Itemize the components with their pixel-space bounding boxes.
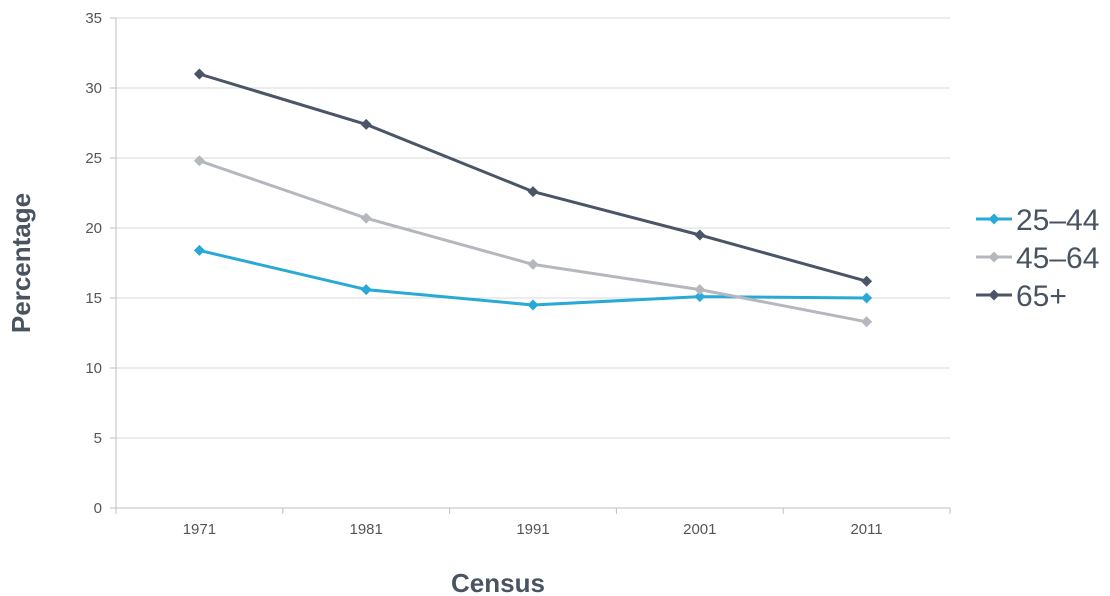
data-point-marker xyxy=(527,258,539,270)
legend-label: 25–44 xyxy=(1016,204,1099,237)
y-tick-label: 35 xyxy=(85,10,102,27)
data-point-marker xyxy=(694,284,706,296)
x-tick-label: 1981 xyxy=(350,521,383,538)
data-point-marker xyxy=(861,316,873,328)
y-tick-label: 30 xyxy=(85,80,102,97)
legend-marker xyxy=(988,289,1000,301)
y-tick-label: 25 xyxy=(85,150,102,167)
y-tick-label: 0 xyxy=(94,500,102,517)
x-tick-label: 1971 xyxy=(183,521,216,538)
axes xyxy=(110,17,951,514)
data-point-marker xyxy=(193,68,205,80)
legend: 25–44 45–64 65+ xyxy=(976,204,1099,313)
y-tick-label: 20 xyxy=(85,220,102,237)
data-point-marker xyxy=(360,284,372,296)
y-tick-label: 15 xyxy=(85,290,102,307)
series-line xyxy=(198,72,868,283)
y-tick-labels: 0 5 10 15 20 25 30 35 xyxy=(85,10,102,517)
legend-label: 45–64 xyxy=(1016,242,1099,275)
legend-marker xyxy=(988,251,1000,263)
data-point-marker xyxy=(360,212,372,224)
data-point-marker xyxy=(527,186,539,198)
series-lines xyxy=(193,68,873,328)
legend-label: 65+ xyxy=(1016,280,1067,313)
data-point-marker xyxy=(527,299,539,311)
y-tick-label: 10 xyxy=(85,360,102,377)
data-point-marker xyxy=(861,292,873,304)
x-tick-label: 2001 xyxy=(683,521,716,538)
data-point-marker xyxy=(694,229,706,241)
data-point-marker xyxy=(193,244,205,256)
data-point-marker xyxy=(861,275,873,287)
data-point-marker xyxy=(193,155,205,167)
legend-marker xyxy=(988,213,1000,225)
data-point-marker xyxy=(360,118,372,130)
x-tick-label: 1991 xyxy=(516,521,549,538)
x-axis-title: Census xyxy=(451,568,545,596)
y-tick-label: 5 xyxy=(94,430,102,447)
data-point-marker xyxy=(694,291,706,303)
x-tick-labels: 1971 1981 1991 2001 2011 xyxy=(183,521,883,538)
series-line xyxy=(199,248,867,307)
y-axis-title: Percentage xyxy=(6,193,36,333)
gridlines xyxy=(116,17,950,439)
x-tick-label: 2011 xyxy=(850,521,882,538)
